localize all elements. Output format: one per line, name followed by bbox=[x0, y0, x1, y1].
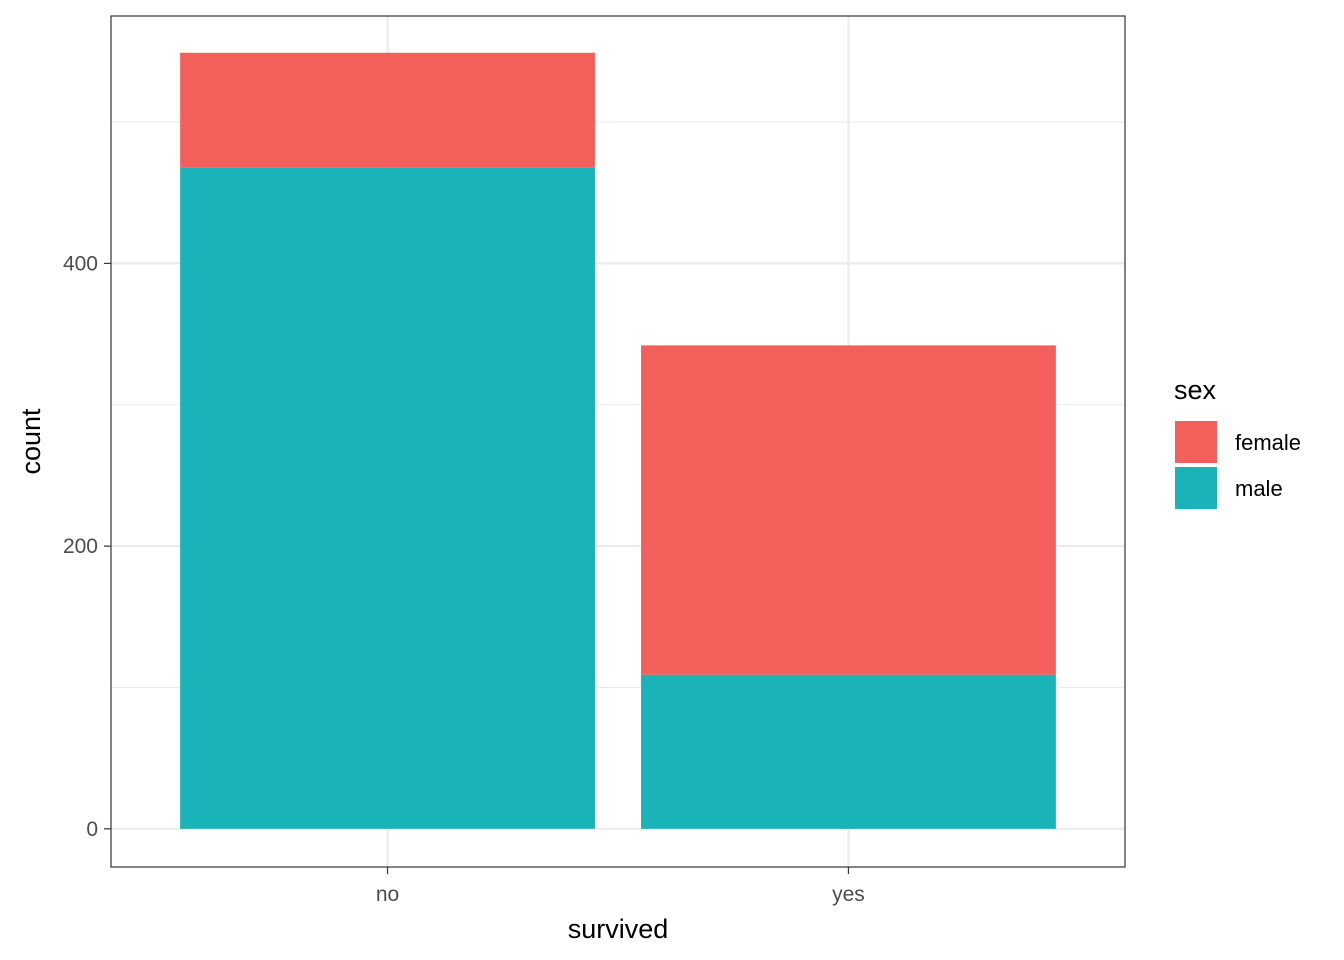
legend-key-female bbox=[1175, 421, 1217, 463]
bar-yes-male bbox=[641, 674, 1056, 829]
legend-label-male: male bbox=[1235, 476, 1283, 501]
y-axis-title: count bbox=[16, 408, 46, 475]
panel-border bbox=[110, 15, 1126, 868]
bar-no-female bbox=[180, 52, 595, 168]
y-tick-label: 0 bbox=[86, 818, 98, 841]
legend: sex female male bbox=[1174, 375, 1301, 509]
axis-layer: 0 200 400 no yes bbox=[63, 252, 865, 906]
bar-no-male bbox=[180, 167, 595, 829]
y-tick-label: 200 bbox=[63, 535, 98, 558]
legend-title: sex bbox=[1174, 375, 1217, 405]
legend-label-female: female bbox=[1235, 430, 1301, 455]
bar-layer bbox=[180, 52, 1056, 829]
x-axis-title: survived bbox=[568, 914, 669, 944]
x-tick-label: yes bbox=[832, 883, 865, 906]
x-tick-label: no bbox=[376, 883, 399, 906]
y-tick-label: 400 bbox=[63, 252, 98, 275]
legend-key-male bbox=[1175, 467, 1217, 509]
bar-yes-female bbox=[641, 345, 1056, 675]
